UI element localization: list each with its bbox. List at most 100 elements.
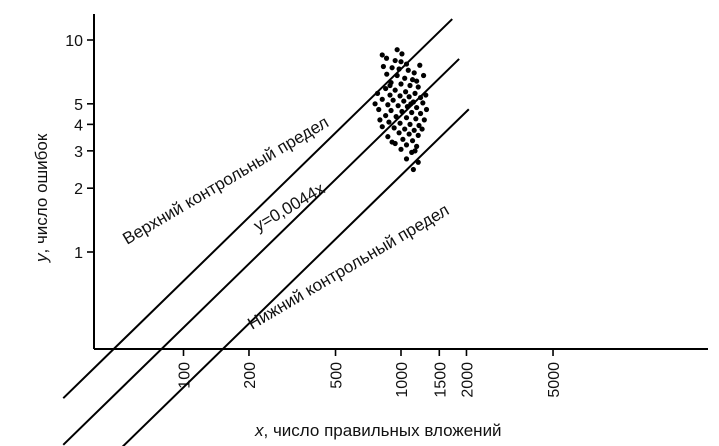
data-point [397,93,403,99]
data-point [420,72,427,79]
data-point [423,92,429,98]
data-point [409,109,415,116]
data-point [384,71,390,77]
upper-line [62,18,453,399]
data-point [392,57,398,64]
data-point [388,107,394,114]
data-point [423,106,430,113]
data-point [398,59,404,65]
y-tick-label: 2 [74,181,83,198]
data-point [411,70,417,76]
x-tick-label: 1000 [394,362,411,398]
center-line [62,58,460,446]
data-point [386,119,392,125]
y-tick-label: 3 [74,144,83,161]
y-tick-label: 5 [74,97,83,114]
lower-line [121,108,470,446]
data-point [394,72,400,79]
data-point [405,67,411,73]
data-point [387,92,393,98]
data-point [419,126,425,132]
data-point [406,94,412,100]
data-point [408,101,414,107]
data-point [397,120,403,126]
center-line-label: y=0,0044x [250,179,328,236]
data-point [396,66,402,72]
y-axis-ticks: 1 2 3 4 5 10 [65,33,94,262]
data-point [377,117,383,123]
data-point [407,121,413,127]
y-tick-label: 4 [74,117,83,134]
data-point [389,139,395,145]
data-point [414,78,420,84]
y-tick-label: 1 [74,245,83,262]
y-axis-text: , число ошибок [32,133,51,253]
data-point [379,52,385,58]
y-tick-label: 10 [65,33,83,50]
x-tick-label: 2000 [459,362,476,398]
data-point [417,110,424,117]
data-point [414,143,420,149]
data-point [403,89,409,95]
data-point [409,77,416,83]
x-tick-label: 5000 [546,362,563,398]
data-point [394,47,400,53]
data-point [393,114,399,120]
x-axis-text: , число правильных вложений [264,421,502,440]
data-point [399,108,405,115]
data-point [399,51,405,57]
data-point [391,125,397,131]
data-point [390,97,396,103]
upper-limit-label: Верхний контрольный предел [119,113,332,249]
data-point [407,82,413,89]
y-axis-title: y, число ошибок [32,133,51,263]
data-point [396,130,402,136]
data-point [412,148,418,154]
x-tick-label: 200 [242,362,259,389]
data-point [389,65,395,71]
data-point [387,82,393,89]
data-point [415,159,421,165]
y-axis-var: y [32,252,51,263]
data-point [383,112,389,119]
data-point [404,104,410,110]
data-point [383,85,389,92]
x-axis-ticks: 100 200 500 1000 1500 2000 5000 [177,349,563,398]
data-point [403,115,410,121]
data-point [420,100,426,106]
x-axis-var: x [254,421,264,440]
data-point [411,127,417,133]
data-point [415,132,421,138]
data-point [403,156,410,162]
data-point [414,104,420,111]
data-point [415,84,421,90]
data-point [403,142,410,148]
data-point [421,117,427,123]
x-tick-label: 1500 [432,362,449,398]
data-point [398,146,404,152]
x-axis-title: x, число правильных вложений [254,421,502,440]
data-point [372,101,378,107]
data-point [374,90,381,96]
data-point [403,61,410,67]
data-point [376,106,382,113]
data-point [383,55,390,61]
data-point [398,81,404,87]
data-points [372,47,430,173]
data-point [385,134,391,140]
data-point [385,102,391,108]
data-point [401,98,407,104]
data-point [402,126,408,132]
data-point [409,138,416,144]
x-tick-label: 500 [329,362,346,389]
data-point [392,87,398,93]
control-lines [62,18,470,446]
data-point [410,166,416,173]
data-point [379,96,385,102]
data-point [380,63,386,70]
data-point [413,116,419,122]
data-point [417,62,423,68]
data-point [412,90,418,96]
data-point [402,75,408,81]
